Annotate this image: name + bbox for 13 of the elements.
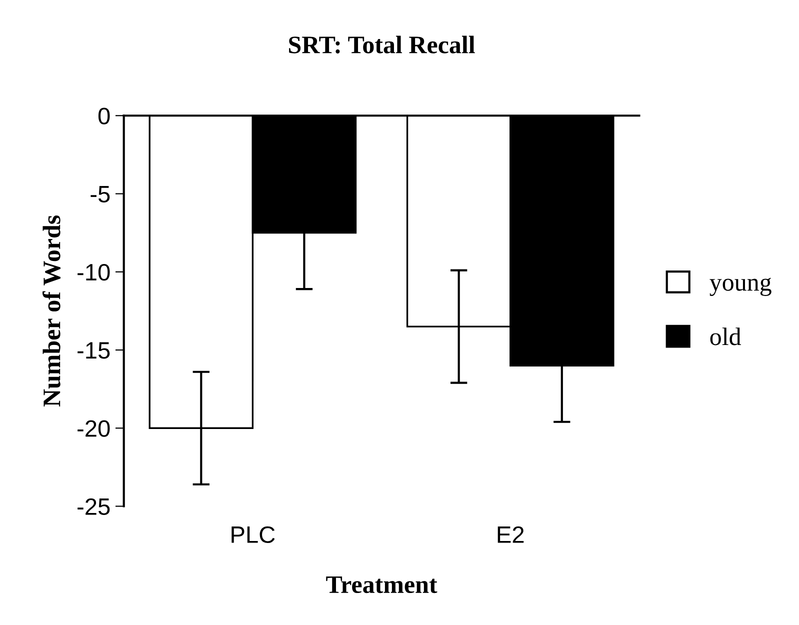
chart-title: SRT: Total Recall [289,36,475,54]
y-tick-label: -20 [78,420,110,437]
x-tick-label: E2 [498,526,524,543]
y-tick-label: -15 [78,342,110,359]
legend-label: young [710,278,772,296]
y-tick-label: -10 [78,264,110,281]
x-tick-label: PLC [232,526,275,544]
y-tick-label: -5 [90,186,110,203]
y-tick-label: -25 [78,498,110,516]
legend-label: old [710,328,741,346]
x-axis-title: Treatment [326,576,438,594]
y-tick-label: 0 [98,108,110,124]
y-axis-title: Number of Words [42,215,60,407]
